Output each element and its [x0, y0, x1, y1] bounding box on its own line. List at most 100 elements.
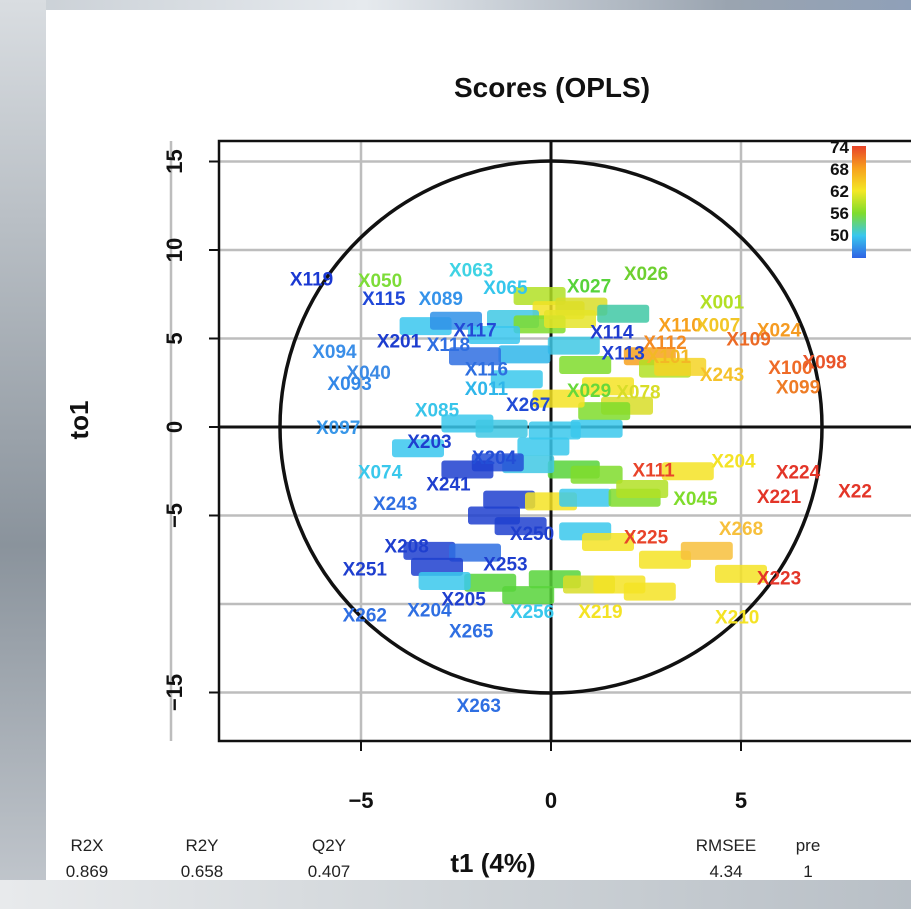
cloud-mark [578, 402, 631, 421]
point-label: X099 [776, 377, 820, 398]
cloud-mark [597, 304, 650, 323]
point-label: X026 [624, 264, 668, 285]
point-label: X109 [726, 330, 770, 351]
point-label: X085 [415, 400, 460, 421]
point-label: X040 [346, 363, 390, 384]
scores-plot: Scores (OPLS) X119 X050X063X027X026X001X1… [64, 72, 911, 878]
stat-pre-name: pre [795, 836, 821, 855]
confidence-ellipse [278, 159, 824, 695]
point-label: X201 [377, 331, 422, 352]
cloud-mark [449, 543, 501, 562]
point-label: X111 [632, 460, 675, 481]
point-label: X204 [711, 452, 756, 473]
stat-q2y: Q2Y 0.407 [289, 836, 369, 880]
point-label: X119 [290, 269, 333, 290]
cloud-mark [559, 488, 612, 507]
stat-rmsee-name: RMSEE [695, 836, 757, 855]
y-tick-labels: 15 10 5 0 −5 −15 [162, 149, 219, 711]
point-label: X045 [673, 489, 718, 510]
colorbar-ramp [852, 146, 866, 258]
cloud-mark [418, 571, 471, 590]
colorbar-label: 56 [830, 204, 849, 223]
cloud-mark [528, 421, 581, 440]
cloud-mark [582, 533, 634, 552]
point-cloud [392, 287, 767, 605]
point-label: X243 [373, 494, 417, 515]
point-label: X115 [362, 289, 406, 310]
chart-title: Scores (OPLS) [454, 72, 650, 103]
point-label: X203 [407, 432, 451, 453]
point-label: X101 [647, 347, 692, 368]
point-label: X208 [384, 537, 428, 558]
stat-r2y: R2Y 0.658 [162, 836, 242, 880]
point-label: X250 [510, 524, 554, 545]
cloud-mark [483, 490, 536, 509]
point-label: X097 [316, 418, 360, 439]
y-tick-label: 5 [162, 332, 187, 344]
cloud-mark [498, 345, 551, 364]
cloud-mark [544, 310, 596, 329]
point-label: X089 [419, 289, 463, 310]
cloud-mark [582, 377, 634, 396]
x-tick-label: −5 [348, 788, 373, 813]
point-label: X223 [757, 568, 801, 589]
point-label: X116 [465, 360, 508, 381]
stat-q2y-name: Q2Y [311, 836, 347, 855]
point-label: X243 [700, 365, 744, 386]
point-label: X024 [757, 321, 802, 342]
stat-r2x-value: 0.869 [65, 862, 109, 880]
cloud-mark [616, 479, 669, 498]
point-label: X262 [343, 606, 387, 627]
background-streak-left [0, 0, 46, 909]
cloud-mark [502, 586, 555, 605]
stat-rmsee-value: 4.34 [709, 862, 743, 880]
point-label: X118 [427, 335, 470, 356]
point-label: X219 [578, 602, 622, 623]
cloud-mark [411, 557, 463, 576]
point-label: X117 [453, 321, 496, 342]
point-label: X268 [719, 519, 763, 540]
score-points: X119 X050 X063 X027 X026 X001 X115 X089 X065 X201… [290, 260, 872, 716]
cloud-mark [654, 357, 707, 376]
x-axis-label: t1 (4%) [450, 848, 535, 878]
colorbar-label: 68 [830, 160, 849, 179]
point-label: X065 [483, 278, 528, 299]
cloud-mark [475, 419, 528, 438]
y-tick-label: 10 [162, 238, 187, 262]
stat-r2y-name: R2Y [185, 836, 219, 855]
cloud-mark [490, 370, 543, 389]
stat-pre: pre 1 [788, 836, 828, 880]
point-label: X225 [624, 528, 669, 549]
stat-rmsee: RMSEE 4.34 [686, 836, 766, 880]
cloud-mark [449, 347, 501, 366]
cloud-mark [403, 541, 456, 560]
x-tick-label: 0 [545, 788, 557, 813]
point-label: X241 [426, 475, 471, 496]
point-label: X100 [768, 358, 812, 379]
stat-r2x-name: R2X [70, 836, 104, 855]
point-label: X098 [802, 353, 846, 374]
point-label: X205 [441, 590, 486, 611]
y-axis-label: to1 [64, 401, 94, 440]
point-label: X007 [696, 315, 740, 336]
point-label: X224 [776, 462, 821, 483]
cloud-mark [494, 517, 547, 536]
cloud-mark [661, 462, 714, 481]
point-label: X063 [449, 260, 493, 281]
cloud-mark [430, 311, 482, 330]
point-label: X256 [510, 602, 554, 623]
point-label: X221 [757, 487, 802, 508]
point-label: X267 [506, 395, 550, 416]
cloud-mark [623, 582, 676, 601]
color-legend: 74 68 62 56 50 [830, 138, 866, 258]
cloud-mark [570, 419, 623, 438]
cloud-mark [513, 287, 566, 306]
y-tick-label: 0 [162, 421, 187, 433]
cloud-mark [559, 356, 612, 375]
y-tick-label: −15 [162, 674, 187, 711]
y-tick-label: −5 [162, 503, 187, 528]
x-tick-label: 5 [735, 788, 747, 813]
colorbar-label: 74 [830, 138, 849, 157]
cloud-mark [547, 336, 600, 355]
point-label: X110 [659, 315, 702, 336]
